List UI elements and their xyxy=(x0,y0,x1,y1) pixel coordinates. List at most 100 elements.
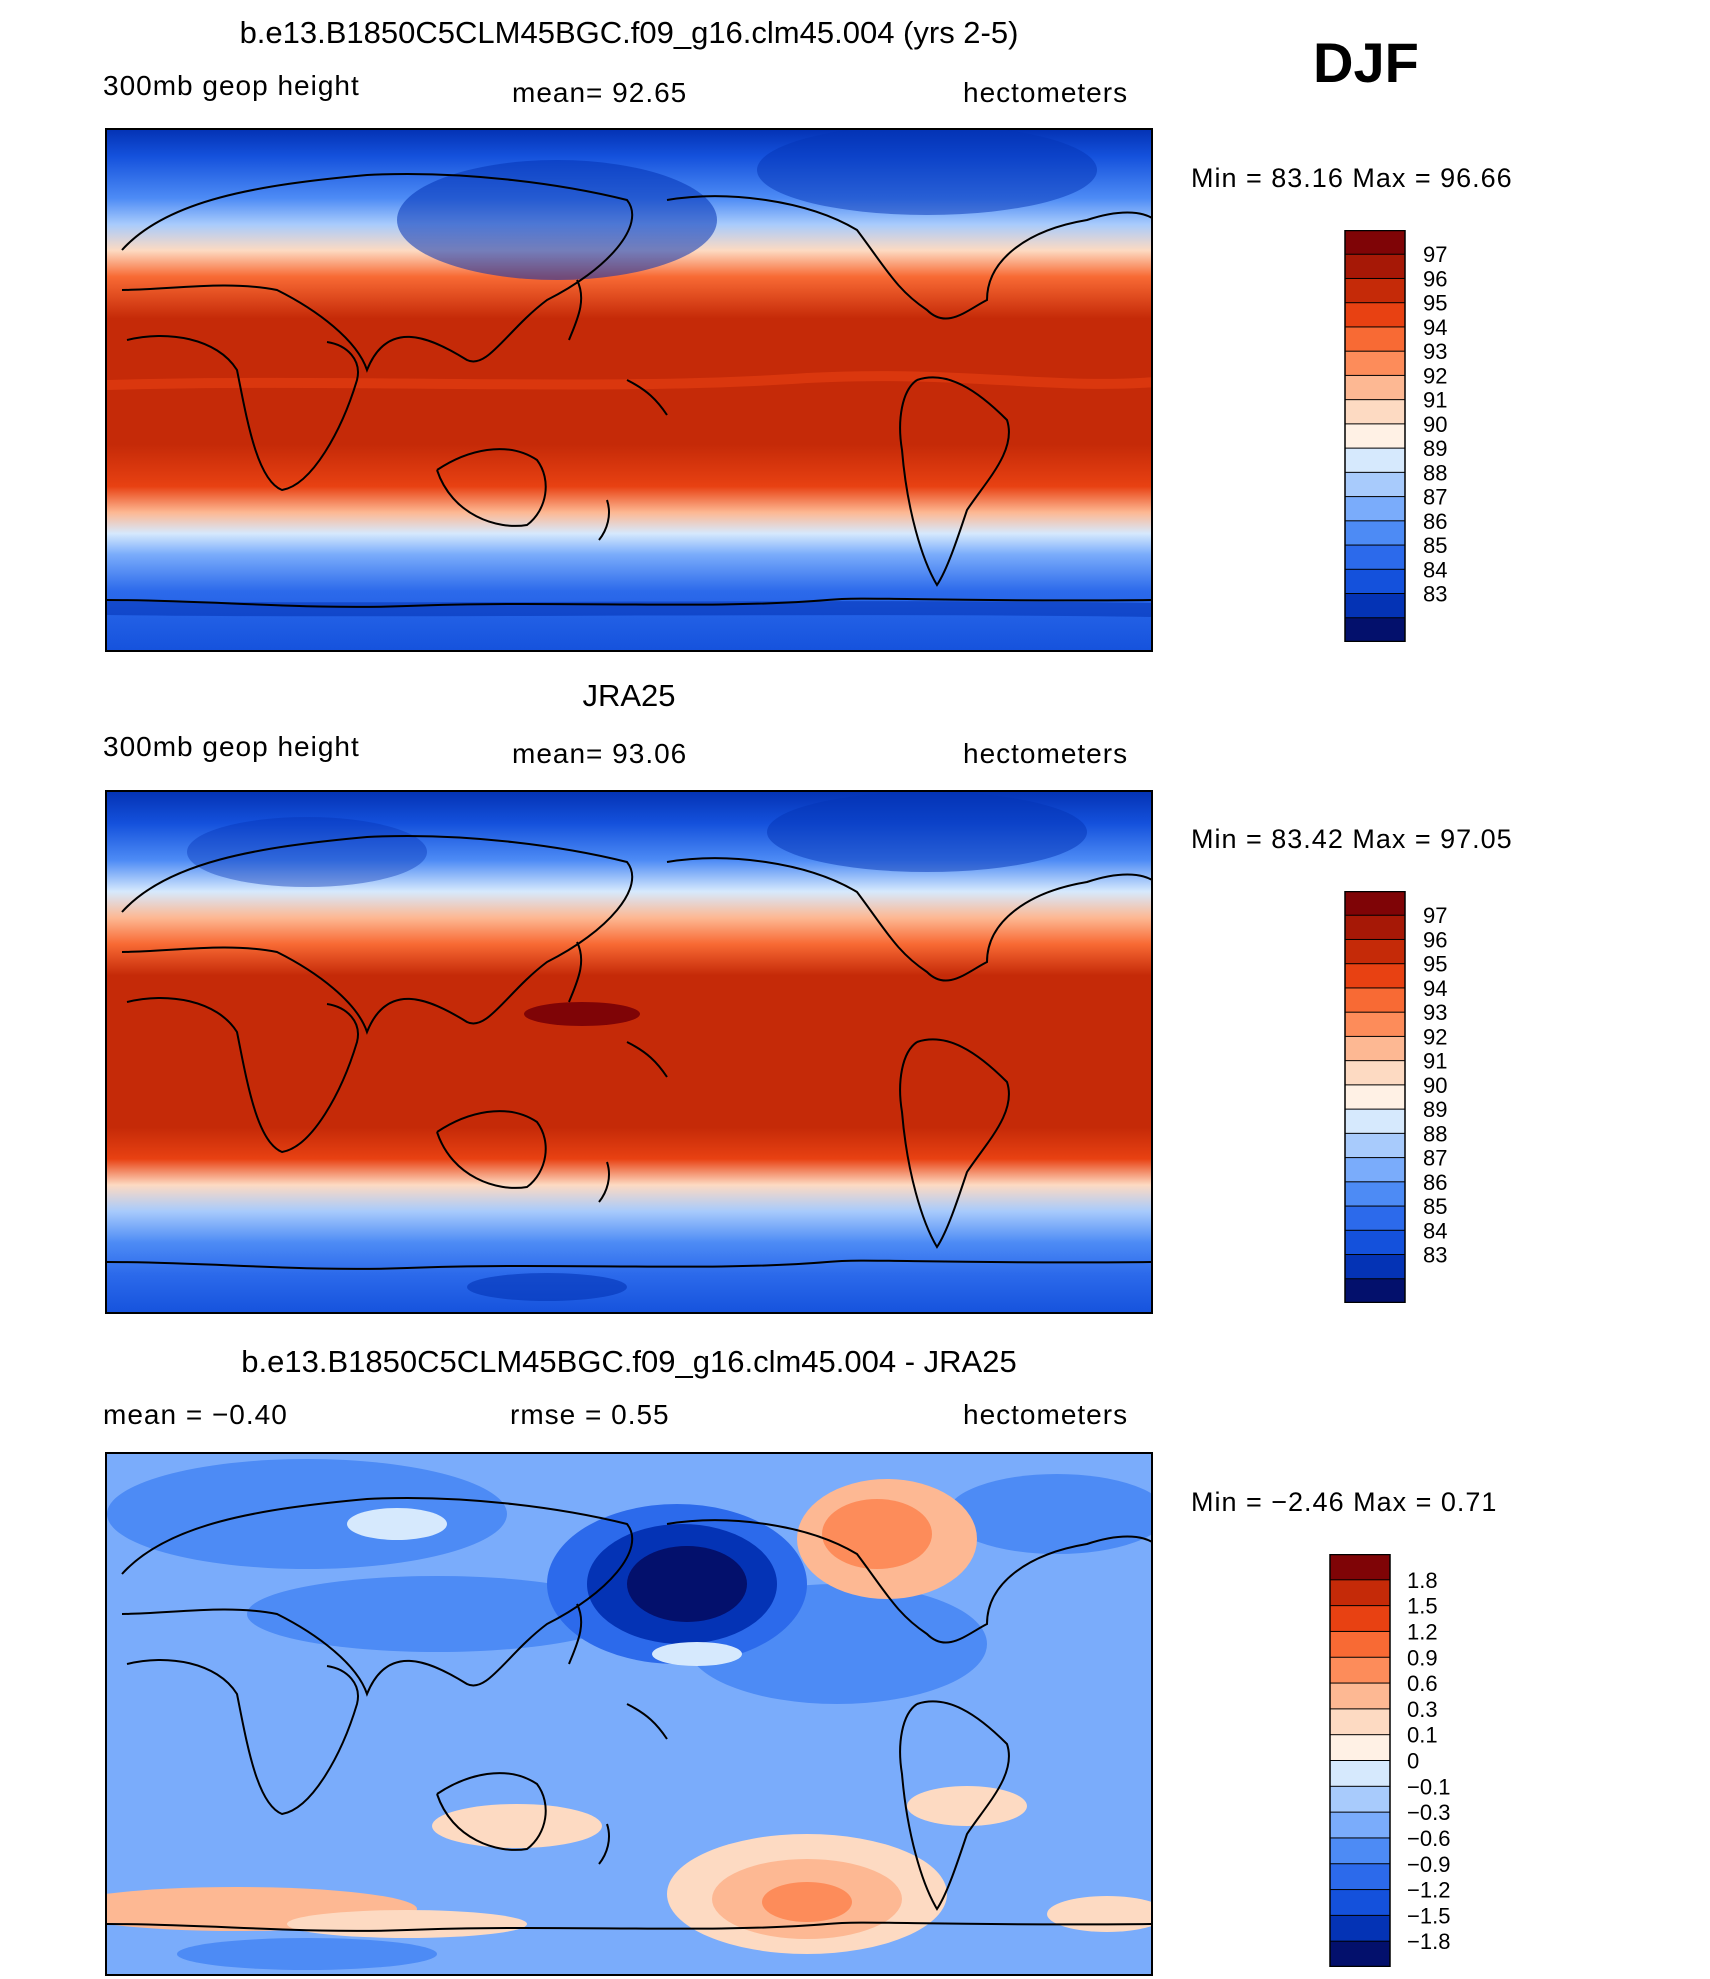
panel2-mean-label: mean= 93.06 xyxy=(512,738,688,769)
colorbar-tick-label: 97 xyxy=(1423,903,1447,928)
colorbar-tick-label: 96 xyxy=(1423,927,1447,952)
colorbar-swatch xyxy=(1344,229,1406,256)
colorbar-swatch xyxy=(1344,890,1406,917)
colorbar-outline xyxy=(1344,229,1406,643)
colorbar-tick-label: 0.6 xyxy=(1407,1671,1438,1696)
colorbar-swatch xyxy=(1329,1656,1391,1685)
colorbar-swatch xyxy=(1344,423,1406,450)
colorbar-swatch xyxy=(1329,1630,1391,1659)
colorbar-swatch xyxy=(1344,987,1406,1014)
colorbar-swatch xyxy=(1329,1889,1391,1917)
colorbar-swatch xyxy=(1329,1579,1391,1607)
colorbar-tick-label: 1.2 xyxy=(1407,1619,1438,1644)
colorbar-swatch xyxy=(1344,350,1406,377)
panel2-variable-label: 300mb geop height xyxy=(103,731,360,762)
panel3-mean-label: mean = −0.40 xyxy=(103,1399,288,1430)
colorbar-tick-label: 84 xyxy=(1423,557,1447,582)
colorbar-tick-label: −1.2 xyxy=(1407,1878,1450,1903)
season-label: DJF xyxy=(1313,31,1419,94)
colorbar-swatch xyxy=(1344,544,1406,571)
colorbar-tick-label: −0.3 xyxy=(1407,1800,1450,1825)
colorbar-swatch xyxy=(1329,1682,1391,1710)
colorbar-tick-label: 96 xyxy=(1423,266,1447,291)
colorbar-swatch xyxy=(1344,1205,1406,1232)
colorbar-tick-label: 0 xyxy=(1407,1749,1419,1774)
colorbar-swatch xyxy=(1329,1605,1391,1633)
colorbar-tick-label: −0.9 xyxy=(1407,1852,1450,1877)
colorbar-tick-label: 89 xyxy=(1423,1097,1447,1122)
panel3-minmax: Min = −2.46 Max = 0.71 xyxy=(1191,1487,1498,1517)
colorbar-swatch xyxy=(1344,496,1406,522)
colorbar-swatch xyxy=(1344,1157,1406,1183)
colorbar-tick-label: 89 xyxy=(1423,436,1447,461)
colorbar-tick-label: 92 xyxy=(1423,1024,1447,1049)
panel3-colorbar: 1.8 1.5 1.2 0.9 0.6 0.3 0.1 0 −0.1 −0.3 −0.6 −0.9 −1… xyxy=(1325,1553,1485,1969)
colorbar-tick-label: 92 xyxy=(1423,363,1447,388)
colorbar-swatch xyxy=(1329,1811,1391,1839)
colorbar-tick-label: 87 xyxy=(1423,485,1447,510)
colorbar-swatch xyxy=(1329,1914,1391,1943)
colorbar-swatch xyxy=(1344,1254,1406,1280)
colorbar-tick-label: 1.5 xyxy=(1407,1594,1438,1619)
colorbar-swatch xyxy=(1329,1940,1391,1969)
colorbar-tick-label: 88 xyxy=(1423,460,1447,485)
colorbar-swatch xyxy=(1344,1084,1406,1111)
colorbar-swatch xyxy=(1344,374,1406,401)
colorbar-tick-label: −1.5 xyxy=(1407,1903,1450,1928)
colorbar-swatch xyxy=(1344,617,1406,644)
colorbar-tick-label: 94 xyxy=(1423,976,1447,1001)
colorbar-swatch xyxy=(1344,1060,1406,1086)
colorbar-tick-label: 88 xyxy=(1423,1121,1447,1146)
panel1-mean-label: mean= 92.65 xyxy=(512,77,688,108)
colorbar-tick-label: 97 xyxy=(1423,242,1447,267)
colorbar-swatch xyxy=(1329,1708,1391,1736)
colorbar-tick-label: 86 xyxy=(1423,509,1447,534)
colorbar-swatch xyxy=(1344,938,1406,965)
colorbar-tick-label: 91 xyxy=(1423,1049,1447,1074)
colorbar-swatch xyxy=(1344,1278,1406,1305)
colorbar-tick-label: 0.3 xyxy=(1407,1697,1438,1722)
colorbar-swatch xyxy=(1344,399,1406,425)
colorbar-tick-label: 90 xyxy=(1423,412,1447,437)
panel1-variable-label: 300mb geop height xyxy=(103,70,360,101)
colorbar-tick-label: 91 xyxy=(1423,388,1447,413)
panel3-units-label: hectometers xyxy=(963,1399,1129,1430)
panel1-map xyxy=(105,128,1153,652)
colorbar-swatch xyxy=(1344,253,1406,280)
colorbar-tick-label: −0.1 xyxy=(1407,1774,1450,1799)
colorbar-tick-label: 0.1 xyxy=(1407,1723,1438,1748)
colorbar-swatch xyxy=(1344,520,1406,547)
panel2-title: JRA25 xyxy=(582,678,676,713)
colorbar-tick-label: 1.8 xyxy=(1407,1568,1438,1593)
panel2-minmax: Min = 83.42 Max = 97.05 xyxy=(1191,824,1513,854)
panel3-title: b.e13.B1850C5CLM45BGC.f09_g16.clm45.004 … xyxy=(241,1344,1017,1379)
colorbar-swatch xyxy=(1344,1229,1406,1256)
colorbar-outline xyxy=(1329,1553,1391,1968)
colorbar-tick-label: 86 xyxy=(1423,1170,1447,1195)
colorbar-swatch xyxy=(1344,277,1406,304)
colorbar-swatch xyxy=(1344,1181,1406,1208)
colorbar-swatch xyxy=(1344,963,1406,989)
colorbar-swatch xyxy=(1329,1553,1391,1581)
colorbar-tick-label: −1.8 xyxy=(1407,1929,1450,1954)
colorbar-swatch xyxy=(1344,302,1406,328)
colorbar-tick-label: 83 xyxy=(1423,582,1447,607)
colorbar-tick-label: 93 xyxy=(1423,1000,1447,1025)
colorbar-swatch xyxy=(1344,471,1406,498)
colorbar-swatch xyxy=(1344,326,1406,353)
colorbar-swatch xyxy=(1344,568,1406,595)
colorbar-tick-label: 85 xyxy=(1423,533,1447,558)
colorbar-tick-label: 93 xyxy=(1423,339,1447,364)
panel3-rmse-label: rmse = 0.55 xyxy=(510,1399,670,1430)
colorbar-tick-label: 85 xyxy=(1423,1194,1447,1219)
colorbar-tick-label: 90 xyxy=(1423,1073,1447,1098)
colorbar-tick-label: 94 xyxy=(1423,315,1447,340)
colorbar-swatch xyxy=(1329,1760,1391,1788)
colorbar-swatch xyxy=(1329,1863,1391,1891)
colorbar-outline xyxy=(1344,890,1406,1304)
colorbar-swatch xyxy=(1344,1108,1406,1135)
panel1-units-label: hectometers xyxy=(963,77,1129,108)
colorbar-tick-label: 84 xyxy=(1423,1218,1447,1243)
colorbar-swatch xyxy=(1344,1132,1406,1159)
panel2-units-label: hectometers xyxy=(963,738,1129,769)
